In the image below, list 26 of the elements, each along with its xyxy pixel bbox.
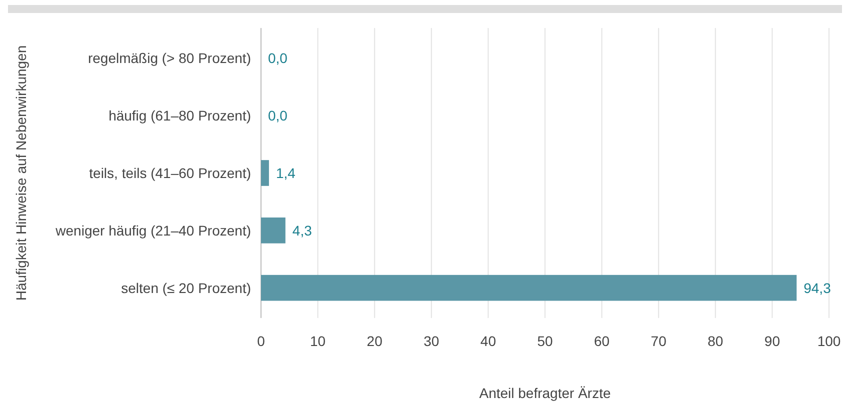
x-tick-label: 100 <box>817 333 841 349</box>
x-tick-label: 0 <box>257 333 266 349</box>
data-label: 4,3 <box>292 222 312 238</box>
x-tick-label: 80 <box>708 333 724 349</box>
x-tick-label: 10 <box>310 333 326 349</box>
data-label: 94,3 <box>804 280 832 296</box>
y-axis-title: Häufigkeit Hinweise auf Nebenwirkungen <box>13 45 29 301</box>
x-tick-label: 90 <box>764 333 780 349</box>
data-label: 0,0 <box>268 50 288 66</box>
x-tick-label: 70 <box>650 333 667 349</box>
y-tick-label: regelmäßig (> 80 Prozent) <box>88 50 251 66</box>
x-tick-label: 40 <box>480 333 496 349</box>
y-tick-label: weniger häufig (21–40 Prozent) <box>54 222 251 238</box>
x-tick-label: 50 <box>537 333 553 349</box>
y-tick-label: selten (≤ 20 Prozent) <box>121 280 251 296</box>
bar <box>261 274 797 301</box>
x-axis-title: Anteil befragter Ärzte <box>479 385 611 401</box>
data-label: 1,4 <box>276 164 296 181</box>
x-tick-label: 60 <box>594 333 610 349</box>
bar <box>261 218 286 244</box>
x-tick-label: 30 <box>424 333 440 349</box>
y-tick-label: häufig (61–80 Prozent) <box>108 107 251 124</box>
x-tick-label: 20 <box>366 333 383 349</box>
bar <box>261 160 269 186</box>
y-tick-label: teils, teils (41–60 Prozent) <box>89 164 251 181</box>
data-label: 0,0 <box>268 107 288 124</box>
